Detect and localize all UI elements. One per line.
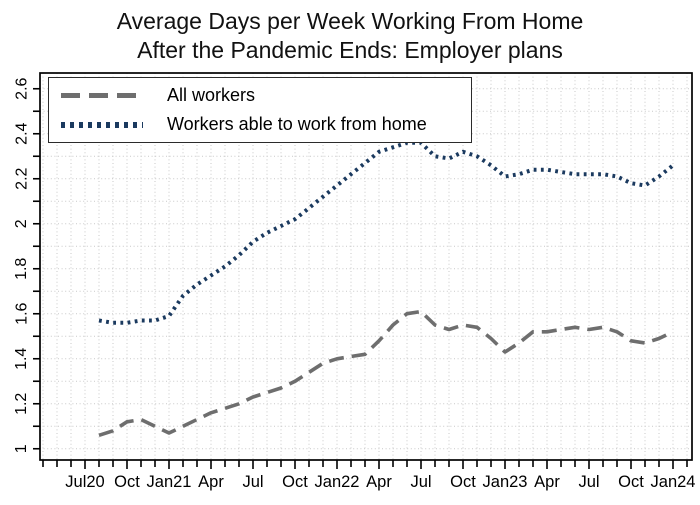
- x-tick-label: Oct: [450, 473, 476, 491]
- y-tick-label: 1.4: [13, 348, 30, 370]
- y-tick-label: 1.8: [13, 258, 30, 280]
- y-tick-label: 2.2: [13, 167, 30, 189]
- legend-label-able-to-wfh: Workers able to work from home: [167, 114, 427, 135]
- legend-item-all-workers: All workers: [61, 81, 471, 109]
- plot-frame: [39, 72, 693, 461]
- legend-label-all-workers: All workers: [167, 84, 256, 105]
- chart-title-line1: Average Days per Week Working From Home: [116, 8, 584, 34]
- y-tick-label: 2.4: [13, 122, 30, 144]
- chart-title-line2: After the Pandemic Ends: Employer plans: [137, 37, 563, 63]
- y-tick-label: 2.6: [13, 77, 30, 99]
- x-tick-label: Jan23: [483, 473, 528, 491]
- x-tick-label: Apr: [366, 473, 392, 491]
- dotted-line-sample: [61, 121, 143, 128]
- legend: All workers Workers able to work from ho…: [48, 77, 472, 143]
- x-tick-label: Oct: [282, 473, 308, 491]
- x-tick-label: Jan21: [147, 473, 192, 491]
- y-tick-label: 2: [13, 219, 30, 228]
- y-tick-label: 1.6: [13, 302, 30, 324]
- y-tick-label: 1: [13, 444, 30, 453]
- series-line-able-to-wfh: [98, 140, 675, 325]
- series-line-all-workers: [98, 309, 674, 438]
- x-tick-label: Jul20: [65, 473, 104, 491]
- y-tick-label: 1.2: [13, 393, 30, 415]
- x-tick-label: Jul: [410, 473, 431, 491]
- x-tick-label: Oct: [114, 473, 140, 491]
- dashed-line-sample: [61, 92, 143, 98]
- x-tick-label: Jul: [242, 473, 263, 491]
- x-tick-label: Apr: [534, 473, 560, 491]
- x-tick-label: Apr: [198, 473, 224, 491]
- x-tick-label: Oct: [618, 473, 644, 491]
- chart-title: Average Days per Week Working From Home …: [0, 7, 700, 65]
- x-tick-label: Jan24: [651, 473, 696, 491]
- x-tick-label: Jul: [578, 473, 599, 491]
- x-tick-label: Jan22: [315, 473, 360, 491]
- legend-item-able-to-wfh: Workers able to work from home: [61, 111, 471, 139]
